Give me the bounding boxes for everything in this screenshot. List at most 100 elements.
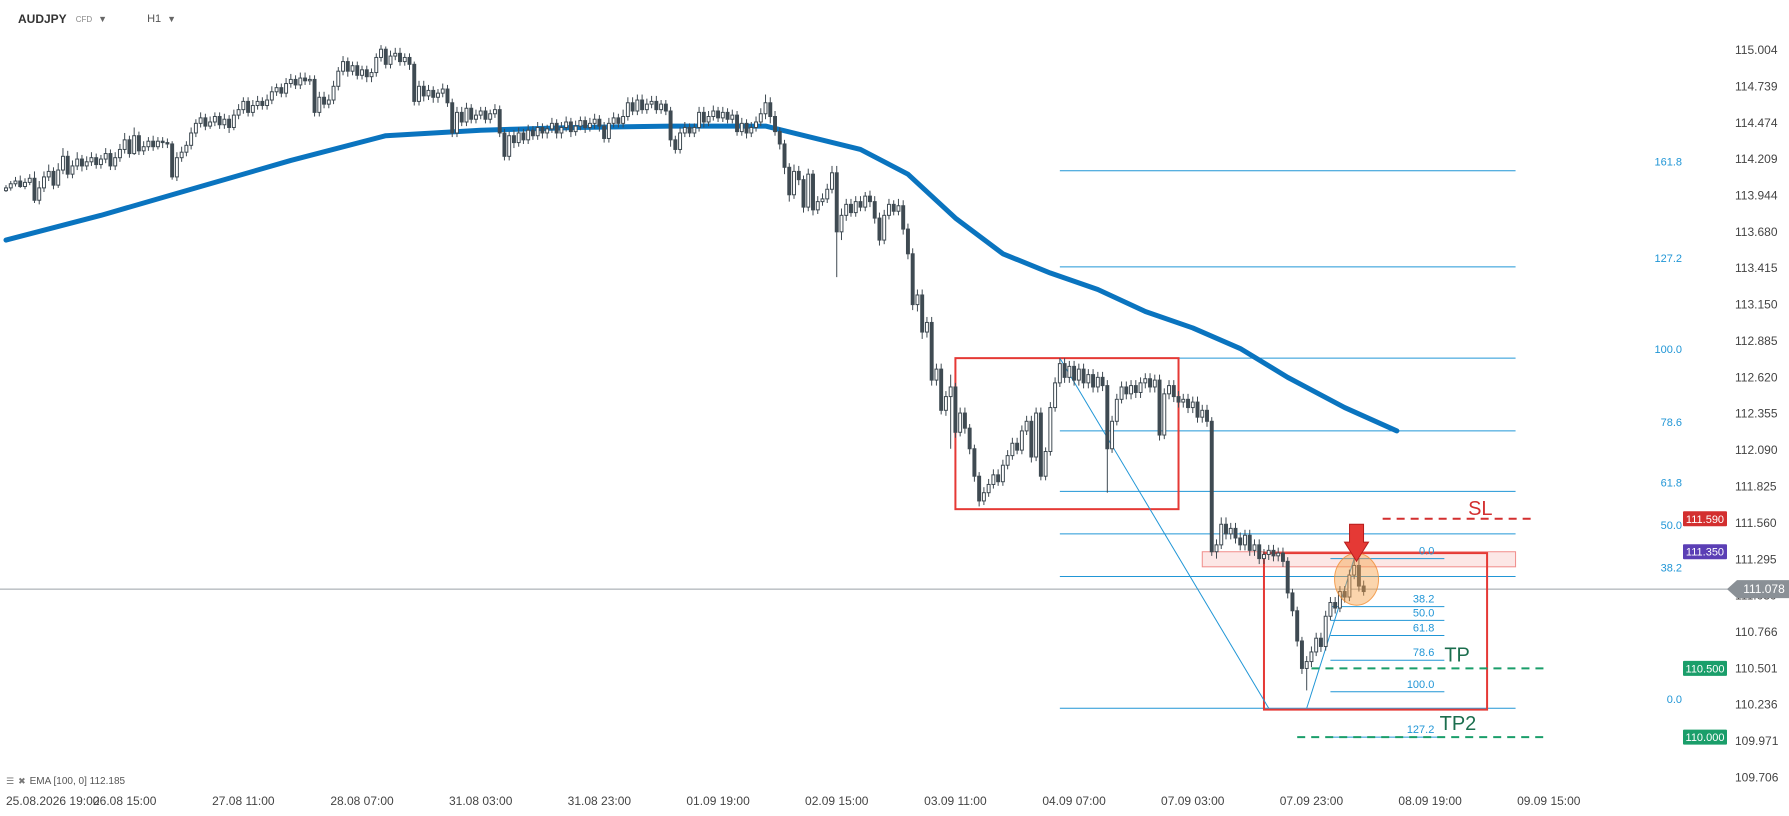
candle-body — [488, 113, 493, 120]
candle-body — [554, 122, 559, 134]
candle-body — [265, 99, 270, 107]
candle-body — [602, 125, 607, 139]
candle-body — [739, 122, 744, 133]
candle-body — [915, 294, 920, 306]
resistance-price-tag — [1683, 544, 1727, 560]
candle-body — [834, 172, 839, 233]
candle-body — [825, 188, 830, 200]
x-tick-label: 03.09 11:00 — [924, 794, 987, 808]
candle-body — [440, 88, 445, 94]
candle-body — [165, 142, 170, 145]
candle-body — [787, 166, 792, 196]
candle-body — [877, 217, 882, 241]
candle-body — [663, 103, 668, 112]
candle-body — [1157, 379, 1162, 436]
candle-body — [1224, 523, 1228, 535]
candle-body — [450, 102, 455, 134]
candle-body — [644, 103, 649, 111]
candle-body — [231, 114, 236, 128]
candle-body — [559, 126, 564, 134]
candle-body — [393, 52, 398, 57]
candle-body — [1328, 602, 1333, 617]
candle-body — [611, 117, 616, 124]
candle-body — [1143, 378, 1148, 384]
x-tick-label: 07.09 23:00 — [1280, 794, 1344, 808]
x-tick-label: 02.09 15:00 — [805, 794, 869, 808]
candle-body — [511, 135, 516, 144]
candle-body — [70, 165, 75, 175]
candle-body — [1361, 585, 1366, 593]
candle-body — [678, 132, 683, 150]
candle-body — [1252, 544, 1257, 551]
candle-body — [4, 187, 8, 192]
candle-body — [573, 125, 578, 133]
candle-body — [341, 61, 346, 72]
candle-body — [193, 122, 198, 134]
candle-body — [1247, 534, 1252, 551]
candle-body — [886, 203, 891, 216]
indicator-settings-icon[interactable]: ☰ — [6, 776, 15, 786]
candle-body — [1280, 552, 1285, 562]
candle-body — [777, 131, 782, 145]
timeframe-label[interactable]: H1 — [147, 13, 162, 25]
candle-body — [1133, 385, 1138, 393]
fib-small-level-label: 0.0 — [1419, 546, 1434, 558]
candle-body — [89, 157, 94, 163]
candle-body — [1000, 464, 1005, 483]
candle-body — [1276, 552, 1281, 557]
candle-body — [303, 77, 308, 82]
instrument-type: CFD — [75, 14, 93, 24]
candle-body — [858, 201, 863, 208]
candle-body — [369, 72, 374, 78]
timeframe-dropdown-icon[interactable]: ▼ — [167, 14, 177, 24]
candle-body — [473, 114, 478, 120]
candle-body — [217, 115, 222, 126]
candle-body — [568, 121, 573, 133]
stop-loss-price-tag-label: 111.590 — [1686, 514, 1724, 526]
candle-body — [630, 102, 635, 112]
candle-body — [1214, 544, 1219, 553]
candle-body — [151, 140, 156, 148]
candle-body — [18, 180, 23, 188]
x-tick-label: 25.08.2026 19:00 — [6, 794, 100, 808]
candle-body — [1271, 549, 1276, 557]
candle-body — [1072, 365, 1077, 381]
candle-body — [1148, 378, 1153, 388]
candle-body — [1333, 602, 1338, 609]
candle-body — [830, 172, 834, 190]
indicator-legend: ☰ ✖ EMA [100, 0] 112.185 — [6, 776, 125, 787]
candle-body — [867, 195, 872, 203]
candle-body — [1171, 385, 1176, 398]
candle-body — [782, 143, 787, 168]
candle-body — [1257, 544, 1262, 560]
candle-body — [720, 111, 725, 119]
candle-body — [1285, 560, 1290, 594]
candle-body — [730, 114, 735, 120]
candle-body — [317, 96, 322, 113]
indicator-remove-icon[interactable]: ✖ — [18, 776, 26, 786]
candle-body — [773, 115, 777, 133]
candle-body — [1266, 549, 1271, 555]
y-tick-label: 110.236 — [1735, 698, 1778, 712]
candle-body — [103, 153, 108, 160]
candle-body — [1290, 592, 1295, 612]
y-tick-label: 109.971 — [1735, 734, 1779, 748]
candle-body — [716, 110, 721, 119]
candle-body — [526, 129, 531, 141]
symbol-dropdown-icon[interactable]: ▼ — [98, 14, 108, 24]
fib-level-label: 78.6 — [1661, 417, 1682, 429]
candle-body — [445, 88, 450, 104]
candle-body — [616, 117, 621, 124]
candle-body — [246, 100, 251, 113]
candle-body — [996, 474, 1001, 483]
resistance-price-tag-label: 111.350 — [1686, 547, 1724, 559]
candle-body — [1086, 374, 1091, 384]
symbol-name[interactable]: AUDJPY — [18, 12, 67, 26]
candle-body — [692, 126, 697, 134]
fib-level-label: 100.0 — [1654, 344, 1682, 356]
y-tick-label: 110.766 — [1735, 625, 1778, 639]
fib-level-label: 61.8 — [1661, 477, 1682, 489]
candle-body — [146, 140, 151, 148]
stop-loss-label: SL — [1468, 498, 1492, 520]
